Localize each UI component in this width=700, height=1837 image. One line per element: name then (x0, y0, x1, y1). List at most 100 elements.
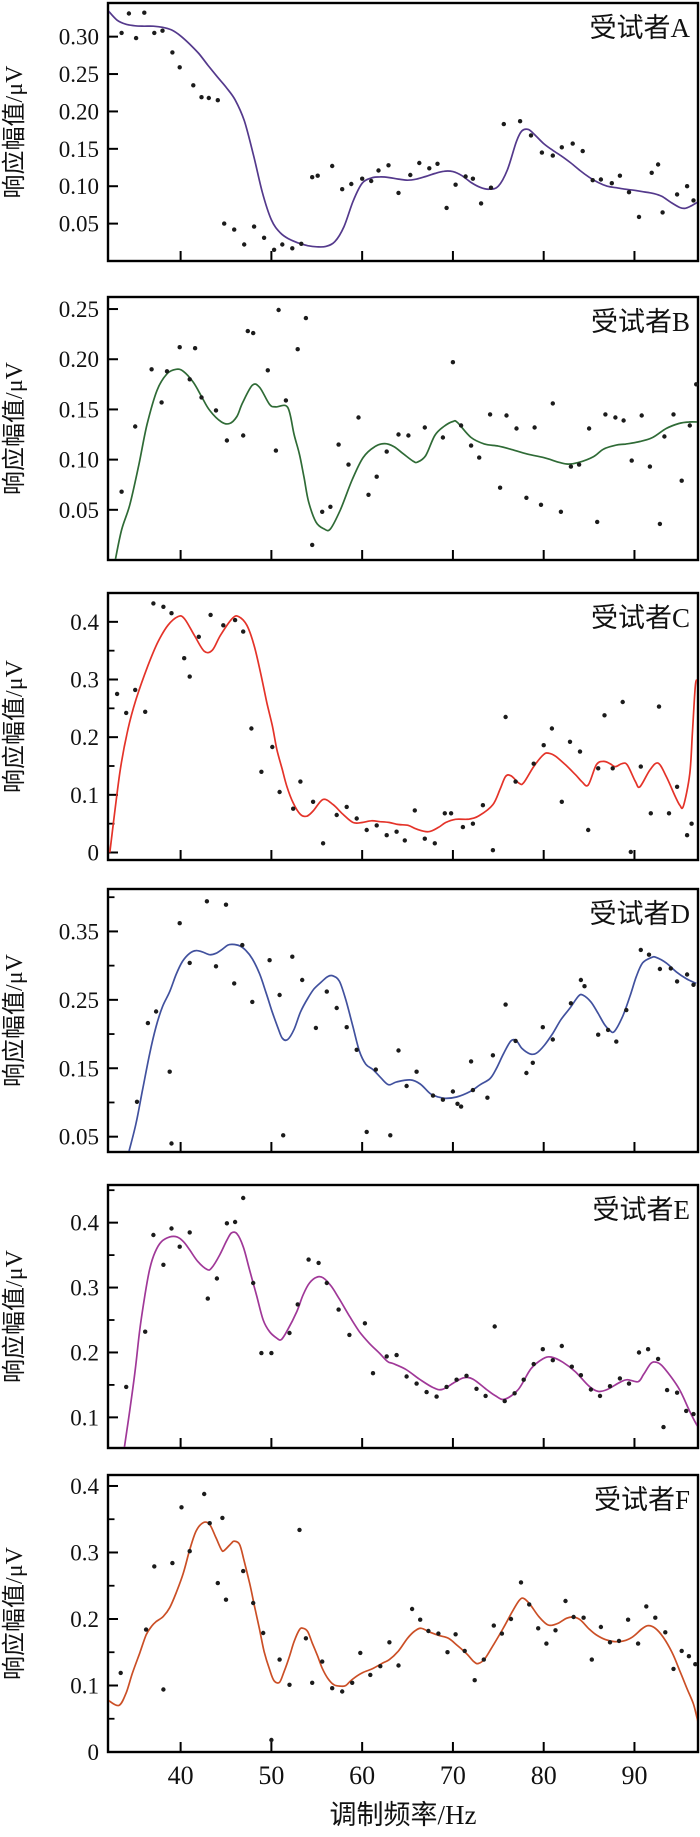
panel-4: 0.05 0.15 0.25 0.35 受试者D 响应幅值/μV (1, 887, 700, 1154)
data-point (265, 368, 270, 373)
panel-frame (106, 1183, 700, 1450)
data-point (539, 150, 545, 155)
data-point (655, 162, 661, 167)
response-curve (109, 615, 697, 853)
data-point (626, 1381, 632, 1386)
data-point (404, 1374, 409, 1379)
data-point (356, 415, 361, 420)
data-point (269, 1350, 274, 1356)
data-point (616, 1638, 622, 1644)
panel-6: 0 0.1 0.2 0.3 0.4 受试者F 响应幅值/μV (1, 1473, 700, 1765)
data-point (582, 984, 587, 989)
data-point (249, 726, 254, 731)
data-point (205, 1296, 210, 1301)
data-point (192, 346, 198, 351)
y-tick-label: 0.05 (59, 498, 99, 523)
data-point (340, 187, 345, 192)
y-tick-label: 0.4 (70, 1474, 99, 1499)
data-point (614, 1039, 619, 1044)
data-point (571, 1614, 576, 1620)
data-point (531, 761, 536, 766)
panel-frame (106, 295, 700, 562)
data-point (152, 1564, 157, 1569)
data-point (404, 1083, 409, 1089)
response-curve (128, 943, 697, 1151)
x-tick-label: 50 (258, 1761, 284, 1790)
data-point (532, 425, 537, 430)
data-point (499, 1631, 505, 1636)
data-point (187, 674, 192, 679)
data-point (589, 1657, 594, 1662)
data-point (241, 1568, 246, 1574)
data-point (344, 1025, 349, 1030)
data-point (460, 824, 466, 830)
data-point (503, 714, 508, 720)
data-point (408, 172, 413, 178)
data-point (512, 1391, 517, 1396)
data-point (674, 192, 680, 197)
x-tick-label: 70 (440, 1761, 466, 1790)
data-point (336, 442, 341, 447)
data-point (313, 1025, 319, 1031)
data-point (364, 1129, 369, 1135)
data-point (538, 502, 544, 507)
data-point (639, 413, 644, 418)
data-point (607, 1384, 613, 1389)
data-point (647, 464, 653, 469)
x-axis-title: 调制频率/Hz (330, 1800, 477, 1830)
data-point (666, 811, 672, 816)
data-point (142, 10, 147, 15)
data-point (649, 170, 654, 175)
data-point (213, 964, 219, 969)
data-point (222, 221, 227, 226)
data-point (396, 432, 401, 437)
data-point (151, 601, 156, 606)
data-point (320, 509, 325, 514)
data-point (191, 83, 196, 88)
data-point (502, 1398, 507, 1404)
data-point (119, 30, 124, 36)
data-point (143, 1329, 148, 1334)
data-point (273, 448, 279, 453)
data-point (170, 1560, 175, 1566)
data-point (161, 604, 166, 609)
data-point (232, 1219, 238, 1225)
data-point (450, 360, 456, 365)
y-tick-label: 0.35 (59, 919, 99, 944)
data-point (376, 168, 381, 173)
y-tick-label: 0.05 (59, 1125, 99, 1150)
data-point (645, 1347, 651, 1352)
data-point (453, 182, 458, 187)
data-point (152, 30, 157, 36)
data-point (578, 977, 584, 983)
data-point (402, 838, 407, 843)
data-point (638, 947, 643, 953)
y-tick-label: 0.2 (70, 1607, 99, 1632)
data-point (177, 65, 182, 70)
panel-frame (106, 591, 700, 862)
data-point (177, 921, 182, 926)
data-point (596, 766, 601, 771)
data-point (508, 1616, 514, 1622)
data-point (119, 489, 124, 494)
data-point (344, 804, 349, 810)
data-point (435, 161, 440, 166)
data-point (586, 426, 592, 431)
data-point (310, 1680, 315, 1686)
data-point (426, 1628, 431, 1634)
data-point (458, 1104, 464, 1109)
data-point (480, 803, 486, 808)
data-point (693, 1662, 698, 1667)
data-point (503, 1002, 508, 1007)
data-point (490, 848, 496, 853)
data-point (444, 205, 449, 211)
data-point (597, 1393, 603, 1399)
data-point (267, 958, 272, 963)
data-point (550, 1358, 555, 1363)
data-point (422, 836, 427, 841)
data-point (145, 1020, 151, 1026)
data-point (610, 766, 615, 771)
data-point (541, 743, 546, 748)
data-point (396, 190, 401, 196)
